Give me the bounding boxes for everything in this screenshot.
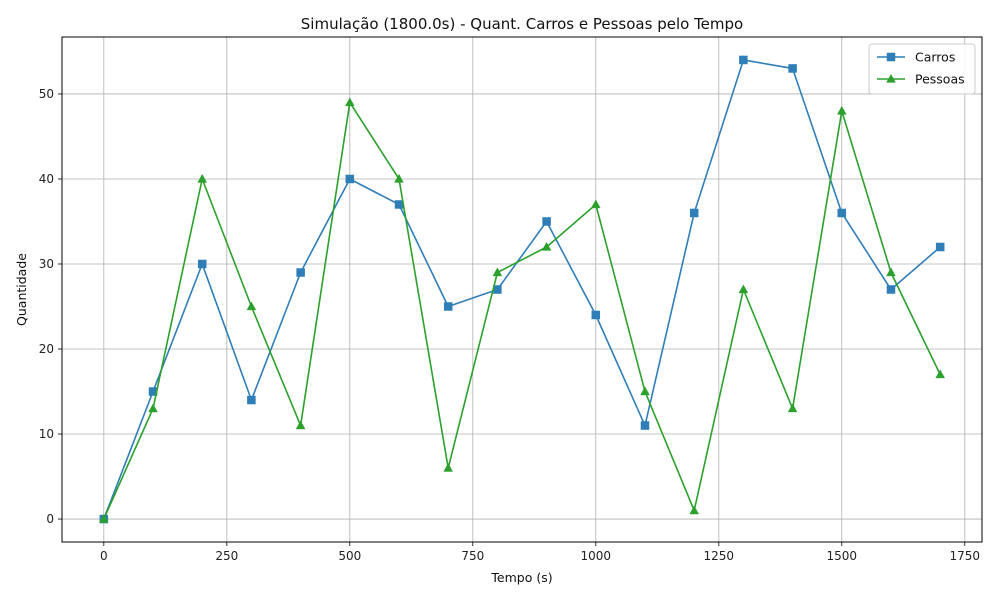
x-axis-title: Tempo (s) — [490, 570, 552, 585]
x-tick-label: 1500 — [827, 549, 858, 563]
data-point-carros — [345, 174, 355, 184]
data-point-carros — [443, 302, 453, 311]
data-point-pessoas — [295, 420, 306, 430]
legend-marker-carros — [886, 52, 896, 62]
chart-title: Simulação (1800.0s) - Quant. Carros e Pe… — [301, 15, 743, 33]
x-tick-label: 1750 — [950, 549, 981, 563]
data-point-pessoas — [344, 97, 355, 107]
data-point-pessoas — [246, 301, 257, 311]
y-tick-label: 0 — [46, 512, 54, 526]
data-point-carros — [296, 268, 305, 277]
data-point-pessoas — [443, 462, 454, 472]
data-point-pessoas — [492, 267, 503, 277]
data-point-carros — [689, 208, 699, 218]
legend: Carros Pessoas — [868, 43, 976, 95]
x-tick-label: 500 — [338, 549, 361, 563]
y-tick-label: 50 — [39, 87, 54, 101]
data-point-pessoas — [590, 199, 601, 209]
data-point-pessoas — [541, 241, 552, 251]
data-point-carros — [935, 242, 945, 252]
data-point-pessoas — [836, 105, 847, 115]
series-carros — [99, 55, 945, 524]
series-pessoas — [98, 97, 946, 523]
x-tick-label: 750 — [461, 549, 484, 563]
data-point-carros — [247, 395, 256, 405]
data-point-carros — [197, 259, 207, 269]
series-group — [98, 55, 946, 524]
legend-label-pessoas: Pessoas — [915, 72, 965, 87]
series-line-carros — [103, 59, 941, 520]
data-point-pessoas — [148, 403, 158, 413]
x-tick-label: 250 — [215, 549, 238, 563]
data-point-pessoas — [197, 173, 208, 183]
data-point-pessoas — [935, 369, 946, 379]
data-point-carros — [394, 200, 404, 209]
grid — [62, 37, 982, 542]
axis-ticks: 0 250 500 750 1000 1250 1500 1750 0 10 20 30 40 50 — [39, 87, 980, 563]
data-point-carros — [739, 55, 748, 65]
data-point-pessoas — [787, 403, 798, 413]
data-point-carros — [837, 208, 847, 218]
legend-label-carros: Carros — [915, 50, 955, 65]
data-point-carros — [886, 285, 896, 294]
data-point-carros — [640, 421, 650, 430]
y-tick-label: 20 — [39, 342, 54, 356]
data-point-carros — [788, 64, 797, 73]
y-tick-label: 10 — [39, 427, 54, 441]
y-tick-label: 30 — [39, 257, 54, 271]
data-point-pessoas — [640, 386, 650, 396]
plot-frame — [61, 36, 983, 543]
data-point-pessoas — [886, 267, 896, 277]
data-point-pessoas — [689, 505, 700, 515]
y-axis-title: Quantidade — [14, 253, 29, 326]
y-tick-label: 40 — [39, 172, 54, 186]
legend-marker-pessoas — [886, 73, 896, 83]
x-tick-label: 1250 — [704, 549, 735, 563]
data-point-pessoas — [738, 284, 749, 294]
data-point-carros — [542, 217, 551, 226]
series-line-pessoas — [103, 101, 941, 520]
data-point-pessoas — [394, 173, 404, 183]
x-tick-label: 1000 — [581, 549, 612, 563]
data-point-pessoas — [98, 513, 109, 523]
data-point-carros — [591, 310, 601, 320]
x-tick-label: 0 — [100, 549, 108, 563]
